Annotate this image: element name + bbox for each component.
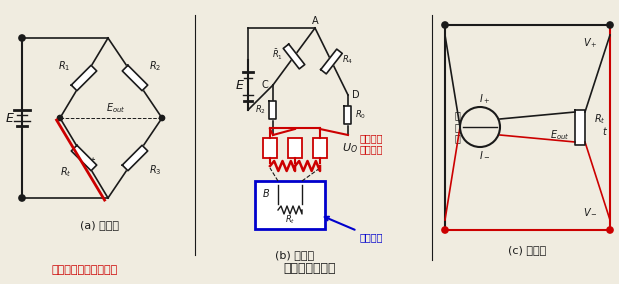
Polygon shape <box>123 65 148 91</box>
Circle shape <box>19 35 25 41</box>
Text: $R_1$: $R_1$ <box>290 142 300 154</box>
Text: (c) 四线制: (c) 四线制 <box>508 245 546 255</box>
Text: $R_1$: $R_1$ <box>58 59 70 73</box>
Circle shape <box>442 227 448 233</box>
Text: $R_t$: $R_t$ <box>60 165 72 179</box>
Text: $U_O$: $U_O$ <box>342 141 358 155</box>
Text: $R_1$: $R_1$ <box>265 142 275 154</box>
Text: t: t <box>90 157 94 167</box>
Polygon shape <box>71 145 97 171</box>
Polygon shape <box>71 65 97 91</box>
Text: $\bar{R}_1$: $\bar{R}_1$ <box>272 47 284 62</box>
Text: $R_3$: $R_3$ <box>149 163 162 177</box>
Text: (a) 二线制: (a) 二线制 <box>80 220 119 230</box>
Polygon shape <box>575 110 585 145</box>
Text: D: D <box>352 90 360 100</box>
Polygon shape <box>345 106 352 124</box>
Polygon shape <box>269 101 277 119</box>
Circle shape <box>607 227 613 233</box>
Text: $R_0$: $R_0$ <box>355 109 366 121</box>
Circle shape <box>58 116 63 120</box>
Polygon shape <box>321 49 342 74</box>
Text: 热电际接线方式: 热电际接线方式 <box>284 262 336 275</box>
Text: $V_+$: $V_+$ <box>582 36 597 50</box>
Bar <box>255 181 325 229</box>
Text: $R_t$: $R_t$ <box>285 214 295 226</box>
Circle shape <box>442 22 448 28</box>
Text: $R_2$: $R_2$ <box>254 104 266 116</box>
Text: B: B <box>263 189 270 199</box>
Text: 表示外接
导线电际: 表示外接 导线电际 <box>360 133 384 154</box>
Text: $I_+$: $I_+$ <box>480 92 490 106</box>
Text: $R_4$: $R_4$ <box>342 53 353 66</box>
Text: 恒
流
源: 恒 流 源 <box>454 110 460 144</box>
Bar <box>313 138 327 158</box>
Text: (b) 三线制: (b) 三线制 <box>275 250 314 260</box>
Text: A: A <box>312 16 318 26</box>
Text: C: C <box>262 80 269 90</box>
Text: 热电际体: 热电际体 <box>325 217 384 242</box>
Text: E: E <box>6 112 14 124</box>
Polygon shape <box>284 44 305 69</box>
Text: $R_t$: $R_t$ <box>594 112 605 126</box>
Text: 图中红色线即为外接线: 图中红色线即为外接线 <box>52 265 118 275</box>
Text: t: t <box>602 127 606 137</box>
Circle shape <box>160 116 165 120</box>
Text: $R_2$: $R_2$ <box>149 59 161 73</box>
Text: $E_{out}$: $E_{out}$ <box>550 128 569 142</box>
Circle shape <box>607 22 613 28</box>
Text: E: E <box>236 78 244 91</box>
Text: $V_-$: $V_-$ <box>582 207 597 217</box>
Bar <box>263 138 277 158</box>
Text: $E_{out}$: $E_{out}$ <box>106 101 126 115</box>
Polygon shape <box>123 145 148 171</box>
Text: $R_1$: $R_1$ <box>315 142 325 154</box>
Bar <box>288 138 302 158</box>
Text: $I_-$: $I_-$ <box>479 150 491 160</box>
Circle shape <box>19 195 25 201</box>
